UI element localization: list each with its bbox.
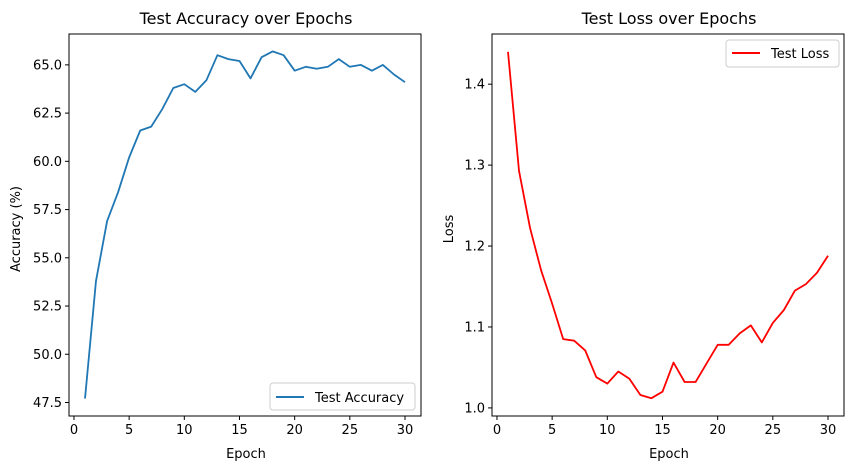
- accuracy-ticks: 0 5 10 15 20 25 30 47.5 50.0 52.5 55.0 57.5 60.0 62.5…: [33, 58, 413, 438]
- accuracy-chart-title: Test Accuracy over Epochs: [139, 9, 353, 28]
- loss-y-tick-label: 1.0: [464, 401, 485, 416]
- accuracy-y-tick-label: 47.5: [33, 396, 62, 411]
- accuracy-x-tick-label: 20: [286, 423, 303, 438]
- loss-legend-label: Test Loss: [770, 47, 829, 62]
- accuracy-y-tick-label: 60.0: [33, 155, 62, 170]
- loss-y-tick-label: 1.1: [464, 320, 485, 335]
- accuracy-legend: Test Accuracy: [269, 382, 416, 411]
- accuracy-series-line: [84, 50, 406, 399]
- loss-x-tick-label: 10: [599, 423, 616, 438]
- accuracy-x-tick-label: 10: [176, 423, 193, 438]
- accuracy-chart: Test Accuracy over Epochs Epoch Accuracy…: [9, 9, 422, 462]
- accuracy-x-tick-label: 15: [231, 423, 248, 438]
- loss-x-tick-label: 20: [709, 423, 726, 438]
- accuracy-x-axis-label: Epoch: [226, 447, 266, 462]
- accuracy-y-tick-label: 65.0: [33, 58, 62, 73]
- loss-chart-title: Test Loss over Epochs: [581, 9, 757, 28]
- loss-ticks: 0 5 10 15 20 25 30 1.0 1.1 1.2 1.3 1.4: [464, 78, 836, 438]
- accuracy-x-tick-label: 5: [125, 423, 133, 438]
- loss-x-axis-label: Epoch: [649, 447, 689, 462]
- accuracy-x-tick-label: 30: [397, 423, 414, 438]
- accuracy-y-axis-label: Accuracy (%): [9, 186, 24, 272]
- loss-y-tick-label: 1.2: [464, 240, 485, 255]
- loss-x-tick-label: 5: [548, 423, 556, 438]
- accuracy-x-tick-label: 0: [70, 423, 78, 438]
- loss-chart: Test Loss over Epochs Epoch Loss 0 5 10 15 2…: [442, 9, 845, 462]
- accuracy-y-tick-label: 57.5: [33, 203, 62, 218]
- accuracy-x-tick-label: 25: [342, 423, 359, 438]
- loss-plot-frame: [491, 33, 845, 417]
- loss-x-tick-label: 15: [654, 423, 671, 438]
- loss-y-axis-label: Loss: [442, 215, 457, 244]
- accuracy-legend-box: [269, 382, 416, 411]
- accuracy-legend-label: Test Accuracy: [314, 391, 404, 406]
- loss-series-line: [507, 51, 829, 400]
- loss-y-tick-label: 1.4: [464, 78, 485, 93]
- loss-legend-box: [725, 39, 840, 68]
- loss-x-tick-label: 25: [765, 423, 782, 438]
- accuracy-series: [84, 50, 406, 399]
- loss-x-tick-label: 0: [493, 423, 501, 438]
- loss-series: [507, 51, 829, 400]
- accuracy-y-tick-label: 62.5: [33, 107, 62, 122]
- accuracy-y-tick-label: 55.0: [33, 251, 62, 266]
- accuracy-y-tick-label: 50.0: [33, 348, 62, 363]
- loss-x-tick-label: 30: [820, 423, 837, 438]
- loss-legend: Test Loss: [725, 39, 840, 68]
- accuracy-y-tick-label: 52.5: [33, 300, 62, 315]
- accuracy-plot-frame: [68, 33, 422, 417]
- loss-y-tick-label: 1.3: [464, 159, 485, 174]
